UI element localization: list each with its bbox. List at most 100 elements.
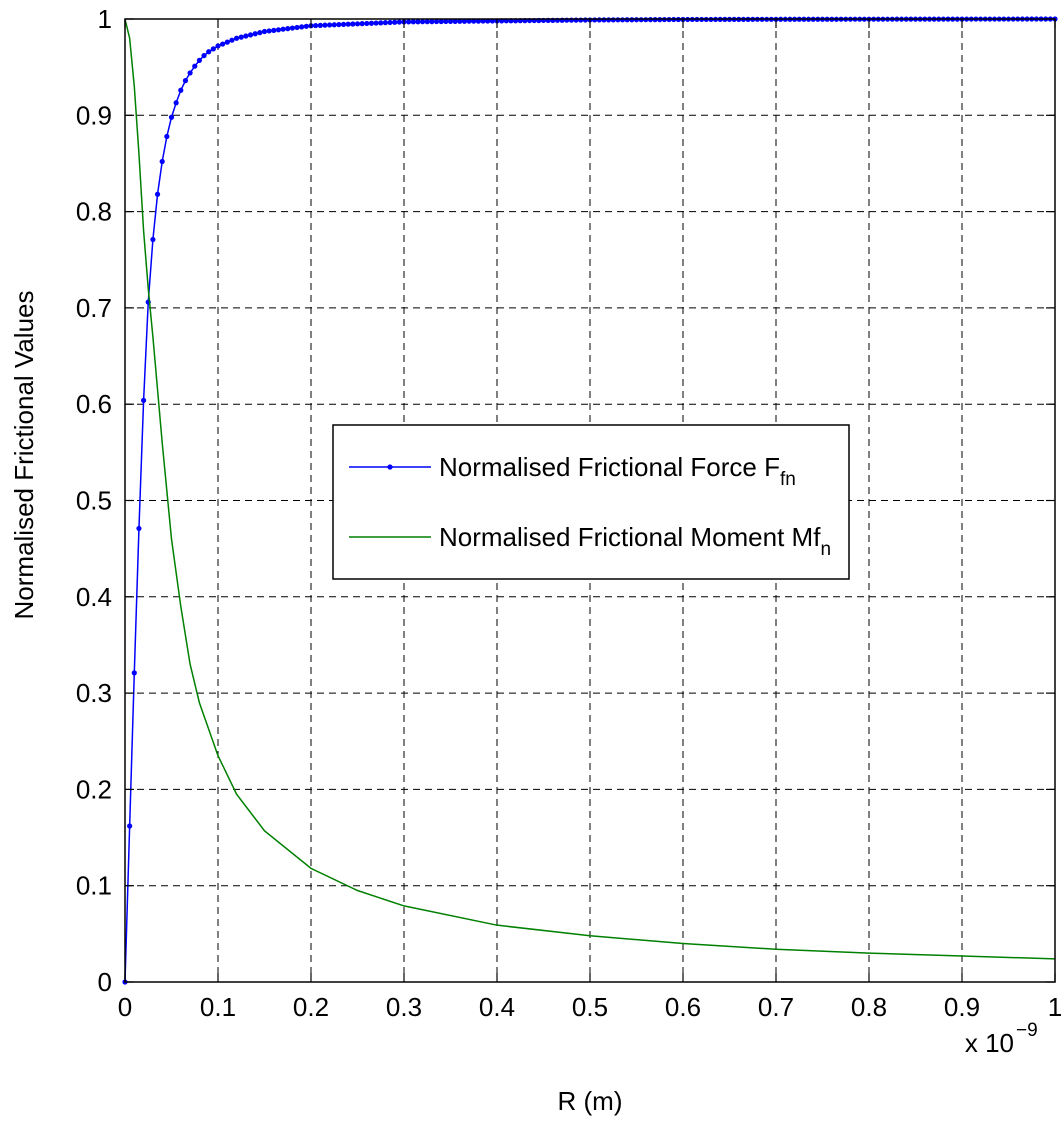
series-moment-line — [124, 18, 1056, 960]
data-point — [480, 18, 486, 24]
data-point — [229, 37, 235, 43]
y-tick-label: 0.3 — [76, 678, 112, 708]
data-point — [596, 17, 602, 23]
data-point — [340, 21, 347, 27]
data-point — [410, 19, 416, 25]
data-point — [406, 19, 412, 25]
x-axis-label: R (m) — [558, 1086, 623, 1116]
data-point — [215, 43, 221, 49]
data-point — [206, 49, 212, 55]
data-point — [461, 18, 468, 24]
data-point — [303, 23, 309, 29]
data-point — [285, 26, 291, 32]
ticks — [124, 18, 1056, 983]
x-multiplier: x 10 −9 — [965, 1020, 1038, 1058]
series-moment — [124, 18, 1056, 960]
y-tick-label: 0.7 — [76, 293, 112, 323]
x-tick-label: 0.1 — [200, 992, 236, 1022]
data-point — [429, 19, 435, 25]
data-point — [457, 18, 463, 24]
data-point — [368, 20, 375, 26]
x-tick-label: 0.2 — [293, 992, 329, 1022]
x-tick-label: 0.4 — [479, 992, 515, 1022]
y-tick-label: 0.4 — [76, 582, 112, 612]
data-point — [196, 57, 202, 64]
data-point — [141, 397, 147, 403]
data-point — [247, 32, 254, 38]
data-point — [261, 28, 268, 35]
data-point — [615, 17, 621, 23]
data-point — [252, 31, 258, 37]
legend-entry-moment-label: Normalised Frictional Moment Mf — [439, 522, 821, 552]
data-point — [447, 18, 454, 25]
legend-swatch-force-marker — [387, 464, 393, 470]
legend-entry-force-label: Normalised Frictional Force F — [439, 452, 780, 482]
data-point — [201, 52, 207, 59]
data-point — [415, 19, 421, 25]
data-point — [601, 17, 607, 23]
x-multiplier-base: x 10 — [965, 1028, 1014, 1058]
data-point — [466, 18, 472, 24]
data-point — [238, 34, 244, 40]
data-point — [619, 17, 626, 23]
data-point — [433, 18, 440, 25]
data-point — [317, 22, 323, 28]
data-point — [131, 670, 137, 676]
data-point — [475, 18, 481, 24]
data-point — [210, 46, 216, 52]
data-point — [331, 22, 337, 28]
data-point — [168, 114, 175, 120]
data-point — [350, 21, 356, 27]
data-point — [610, 17, 616, 23]
data-point — [578, 17, 584, 23]
data-point — [257, 30, 263, 36]
data-point — [373, 20, 379, 26]
data-point — [234, 35, 240, 41]
y-tick-label: 0.5 — [76, 486, 112, 516]
data-point — [289, 25, 295, 31]
data-point — [438, 18, 444, 25]
data-point — [280, 26, 286, 32]
y-tick-label: 0 — [98, 967, 112, 997]
data-point — [336, 21, 342, 28]
data-point — [164, 133, 170, 140]
legend-entry-moment: Normalised Frictional Moment Mfn — [439, 522, 831, 560]
data-point — [159, 158, 165, 165]
data-point — [150, 236, 156, 243]
data-point — [452, 18, 458, 24]
data-point — [173, 100, 179, 106]
x-tick-label: 0.7 — [758, 992, 794, 1022]
data-point — [187, 70, 193, 76]
data-point — [243, 33, 249, 39]
legend: Normalised Frictional Force Ffn Normalis… — [332, 424, 850, 580]
data-point — [359, 21, 365, 27]
data-point — [345, 21, 351, 27]
y-tick-label: 0.6 — [76, 389, 112, 419]
data-point — [364, 20, 370, 27]
x-tick-label: 0.6 — [665, 992, 701, 1022]
data-point — [154, 191, 161, 197]
data-point — [127, 823, 133, 829]
data-point — [224, 39, 230, 45]
x-tick-label: 1 — [1048, 992, 1062, 1022]
x-tick-label: 0 — [118, 992, 132, 1022]
x-tick-label: 0.8 — [851, 992, 887, 1022]
y-tick-label: 0.8 — [76, 197, 112, 227]
data-point — [387, 19, 393, 26]
y-tick-label: 1 — [98, 4, 112, 34]
data-point — [313, 22, 319, 29]
data-point — [192, 63, 198, 69]
data-point — [354, 21, 361, 27]
data-point — [424, 19, 430, 25]
y-tick-label: 0.9 — [76, 100, 112, 130]
data-point — [443, 18, 449, 25]
data-point — [182, 78, 189, 84]
legend-entry-moment-subscript: n — [820, 539, 831, 560]
tick-labels: 0 0.1 0.2 0.3 0.4 0.5 0.6 0.7 0.8 0.9 1 0 0.1 0.2 0.3 0… — [76, 4, 1062, 1022]
data-point — [624, 17, 630, 23]
data-point — [592, 17, 598, 23]
legend-entry-force: Normalised Frictional Force Ffn — [439, 452, 796, 490]
data-point — [382, 20, 388, 26]
x-tick-label: 0.5 — [572, 992, 608, 1022]
